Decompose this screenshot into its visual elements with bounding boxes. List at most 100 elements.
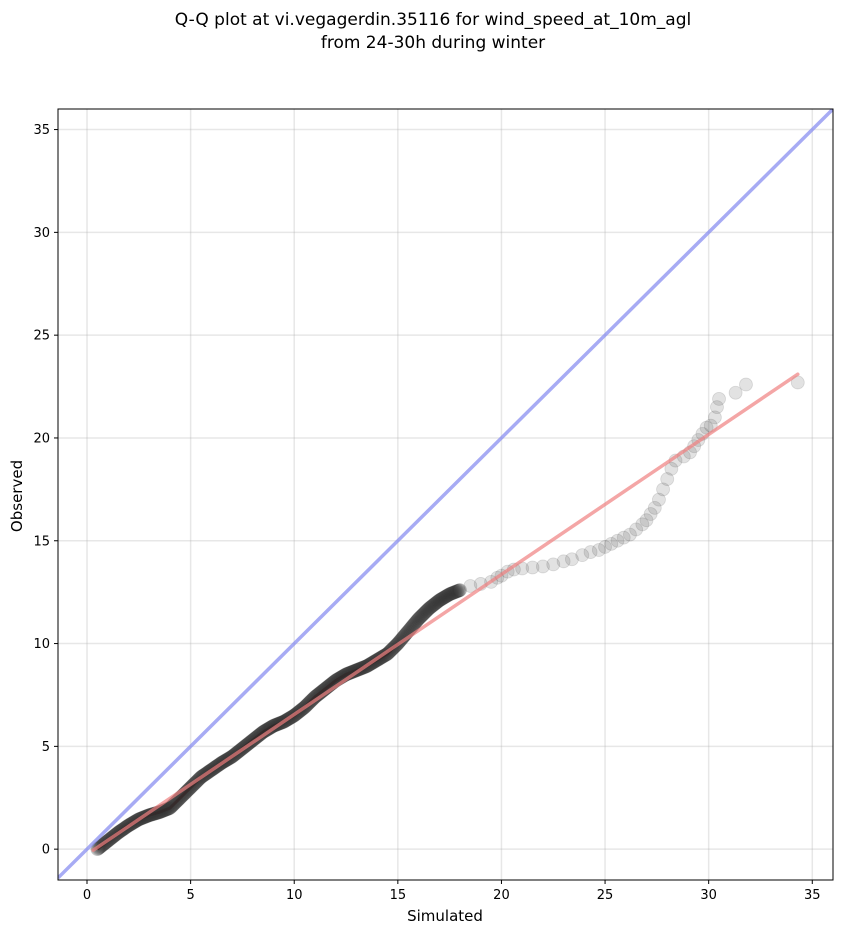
data-point: [710, 400, 724, 415]
data-point: [598, 540, 612, 554]
data-point: [436, 591, 450, 606]
data-point: [616, 530, 631, 545]
data-point: [426, 598, 441, 612]
data-point: [425, 598, 440, 613]
y-tick-label: 30: [33, 226, 50, 241]
x-tick-label: 15: [390, 888, 407, 903]
data-point: [442, 587, 457, 602]
x-axis-label: Simulated: [407, 907, 483, 925]
chart-title-line-2: from 24-30h during winter: [321, 33, 545, 53]
data-point: [161, 801, 176, 816]
data-point: [439, 589, 454, 603]
data-point: [575, 548, 590, 563]
data-point: [525, 560, 540, 575]
data-point: [424, 599, 439, 614]
data-point: [643, 507, 658, 521]
data-point: [418, 605, 433, 620]
data-point: [647, 500, 662, 515]
data-point: [535, 559, 550, 574]
data-point: [407, 617, 422, 632]
data-point: [160, 802, 174, 817]
data-point: [660, 472, 675, 486]
data-point: [410, 613, 424, 628]
data-point: [435, 591, 450, 606]
data-point: [423, 600, 438, 615]
data-point: [450, 584, 465, 598]
data-point: [416, 606, 431, 621]
data-point: [448, 584, 463, 599]
data-point: [430, 595, 444, 610]
data-point: [165, 798, 180, 813]
data-point: [442, 587, 456, 602]
data-point: [452, 583, 467, 598]
data-point: [409, 614, 424, 629]
data-point: [707, 410, 722, 425]
data-point: [546, 557, 561, 572]
data-point: [410, 612, 425, 627]
data-point: [728, 385, 743, 400]
data-point: [162, 801, 177, 815]
reference-lines: [58, 109, 833, 880]
x-tick-label: 5: [186, 888, 194, 903]
data-point: [428, 596, 443, 611]
data-point: [629, 522, 644, 537]
x-tick-label: 35: [804, 888, 821, 903]
data-point: [412, 611, 427, 626]
data-point: [453, 583, 467, 598]
data-point: [439, 589, 453, 604]
data-point: [159, 802, 174, 817]
data-point: [441, 588, 456, 602]
data-point: [450, 584, 464, 599]
data-point: [443, 587, 458, 601]
plot-area-frame: [57, 108, 834, 881]
x-tick-label: 20: [493, 888, 510, 903]
data-point: [444, 586, 459, 601]
data-point: [712, 391, 726, 406]
data-point: [434, 592, 449, 606]
data-point: [407, 616, 422, 631]
data-point: [432, 593, 447, 608]
data-point: [639, 513, 654, 528]
data-point: [739, 377, 753, 392]
data-point: [420, 603, 435, 617]
data-point: [419, 603, 434, 618]
data-point: [623, 527, 637, 542]
data-point: [556, 554, 571, 569]
data-point: [424, 599, 439, 614]
data-point: [656, 482, 670, 497]
data-point: [445, 586, 460, 600]
data-point: [449, 584, 464, 599]
data-point: [411, 611, 426, 626]
data-points: [90, 375, 805, 857]
data-point: [591, 543, 606, 557]
data-point: [431, 594, 446, 608]
data-point: [160, 802, 175, 816]
data-point: [419, 604, 433, 619]
data-point: [433, 592, 448, 607]
data-point: [415, 608, 430, 623]
data-point: [413, 610, 427, 625]
data-point: [413, 609, 428, 624]
data-point: [447, 585, 461, 600]
data-point: [427, 597, 442, 611]
y-tick-label: 0: [42, 843, 50, 858]
data-point: [438, 589, 453, 604]
data-point: [433, 593, 447, 607]
data-point: [422, 601, 437, 615]
data-point: [446, 585, 461, 600]
identity-line: [58, 109, 833, 880]
y-tick-label: 5: [42, 740, 50, 755]
data-point: [635, 517, 650, 532]
data-point: [463, 579, 478, 593]
data-point: [451, 583, 466, 598]
data-point: [429, 595, 444, 610]
y-tick-label: 10: [33, 637, 50, 652]
chart-title-line-1: Q-Q plot at vi.vegagerdin.35116 for wind…: [175, 10, 691, 30]
data-point: [444, 586, 459, 601]
y-tick-label: 15: [33, 534, 50, 549]
data-point: [565, 552, 579, 567]
fit-line: [91, 372, 800, 852]
data-point: [427, 597, 442, 612]
data-point: [437, 590, 452, 605]
